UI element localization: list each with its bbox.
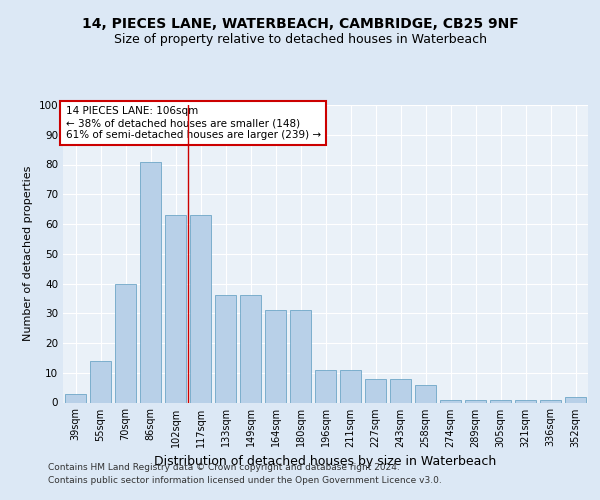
Bar (390, 378, 411, 402)
Bar (290, 310, 311, 402)
Bar (565, 396, 586, 402)
Bar (540, 400, 561, 402)
Bar (165, 215, 186, 402)
Text: 14, PIECES LANE, WATERBEACH, CAMBRIDGE, CB25 9NF: 14, PIECES LANE, WATERBEACH, CAMBRIDGE, … (82, 18, 518, 32)
Bar (490, 400, 511, 402)
Bar (140, 162, 161, 402)
Bar (365, 378, 386, 402)
Bar (440, 400, 461, 402)
Bar (215, 296, 236, 403)
Bar (265, 310, 286, 402)
Bar (315, 370, 336, 402)
Bar (65, 394, 86, 402)
Text: 14 PIECES LANE: 106sqm
← 38% of detached houses are smaller (148)
61% of semi-de: 14 PIECES LANE: 106sqm ← 38% of detached… (65, 106, 321, 140)
Y-axis label: Number of detached properties: Number of detached properties (23, 166, 33, 342)
Text: Contains HM Land Registry data © Crown copyright and database right 2024.: Contains HM Land Registry data © Crown c… (48, 462, 400, 471)
X-axis label: Distribution of detached houses by size in Waterbeach: Distribution of detached houses by size … (154, 455, 497, 468)
Text: Contains public sector information licensed under the Open Government Licence v3: Contains public sector information licen… (48, 476, 442, 485)
Bar (90, 361, 111, 403)
Bar (340, 370, 361, 402)
Bar (515, 400, 536, 402)
Bar (115, 284, 136, 403)
Bar (190, 215, 211, 402)
Bar (240, 296, 261, 403)
Text: Size of property relative to detached houses in Waterbeach: Size of property relative to detached ho… (113, 32, 487, 46)
Bar (465, 400, 486, 402)
Bar (415, 384, 436, 402)
